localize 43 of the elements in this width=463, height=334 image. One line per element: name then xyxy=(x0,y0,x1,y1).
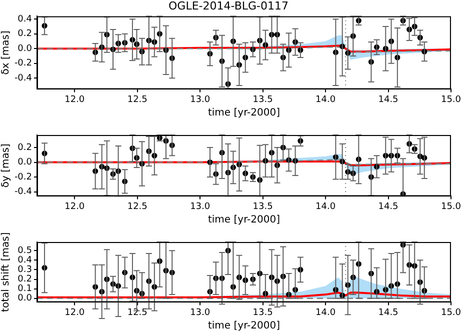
y-tick-label: 0.5 xyxy=(18,246,32,256)
y-axis-title: δy [mas] xyxy=(0,143,12,188)
x-axis-title: time [yr-2000] xyxy=(208,214,280,226)
x-tick-label: 13.5 xyxy=(252,202,273,212)
x-tick-label: 14.5 xyxy=(378,308,398,318)
x-tick-label: 12.0 xyxy=(64,308,85,318)
x-tick-label: 14.0 xyxy=(316,202,336,212)
y-tick-label: 0.3 xyxy=(18,265,32,276)
y-tick-label: 0.2 xyxy=(18,29,32,40)
x-tick-label: 13.0 xyxy=(190,308,210,318)
x-tick-label: 14.0 xyxy=(316,308,336,318)
x-tick-label: 15.0 xyxy=(440,94,462,105)
x-tick-label: 14.5 xyxy=(378,94,398,105)
x-tick-label: 14.5 xyxy=(378,202,398,212)
x-tick-label: 12.0 xyxy=(64,202,85,212)
y-axis-title: total shift [mas] xyxy=(0,232,12,312)
x-tick-label: 13.5 xyxy=(252,94,273,105)
y-tick-label: -0.4 xyxy=(14,187,32,198)
x-tick-label: 15.0 xyxy=(440,202,462,212)
x-axis-title: time [yr-2000] xyxy=(208,108,280,119)
y-tick-label: -0.4 xyxy=(14,73,32,84)
y-tick-label: 0.0 xyxy=(18,294,32,304)
y-tick-label: 0.2 xyxy=(18,142,32,153)
y-tick-label: 0.1 xyxy=(18,284,32,294)
x-tick-label: 13.0 xyxy=(190,94,210,105)
y-axis-title: δx [mas] xyxy=(0,30,12,75)
x-tick-label: 12.5 xyxy=(127,308,148,318)
x-tick-label: 14.0 xyxy=(316,94,336,105)
x-tick-label: 12.5 xyxy=(127,202,148,212)
x-axis-title: time [yr-2000] xyxy=(208,320,280,332)
y-tick-label: -0.2 xyxy=(14,172,32,182)
y-tick-label: 0.0 xyxy=(18,44,32,54)
x-tick-label: 13.0 xyxy=(190,202,210,212)
y-tick-label: 0.4 xyxy=(18,256,32,266)
x-tick-label: 13.5 xyxy=(252,308,273,318)
y-tick-label: 0.2 xyxy=(18,274,32,285)
chart-title: OGLE-2014-BLG-0117 xyxy=(168,0,288,12)
y-tick-label: -0.2 xyxy=(14,58,32,69)
y-tick-label: 0.4 xyxy=(18,14,32,24)
y-tick-label: 0.0 xyxy=(18,158,32,168)
x-tick-label: 12.5 xyxy=(127,94,148,105)
x-tick-label: 12.0 xyxy=(64,94,85,105)
x-tick-label: 15.0 xyxy=(440,308,462,318)
